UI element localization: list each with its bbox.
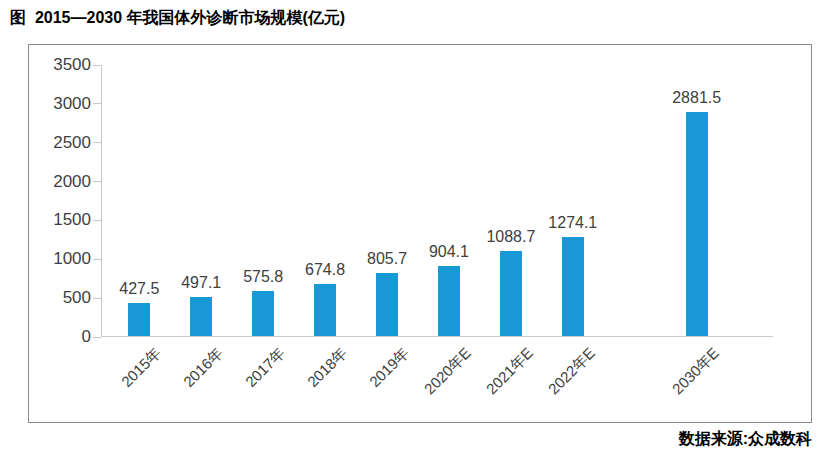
- y-axis-tick-label: 2000: [6, 172, 91, 192]
- bar: [376, 273, 398, 336]
- bar: [500, 251, 522, 336]
- y-axis-tick: [93, 220, 101, 221]
- plot-area: 0500100015002000250030003500427.52015年49…: [101, 65, 773, 337]
- bar: [686, 112, 708, 336]
- y-axis-tick-label: 1000: [6, 249, 91, 269]
- y-axis-tick-label: 3000: [6, 94, 91, 114]
- y-axis-tick-label: 500: [6, 288, 91, 308]
- y-axis-tick-label: 3500: [6, 55, 91, 75]
- bar-value-label: 2881.5: [652, 89, 742, 107]
- bar: [314, 284, 336, 336]
- y-axis-tick: [93, 142, 101, 143]
- bar-value-label: 1274.1: [528, 214, 618, 232]
- y-axis-tick-label: 1500: [6, 210, 91, 230]
- data-source: 数据来源:众成数科: [679, 429, 812, 450]
- chart-title: 图 2015—2030 年我国体外诊断市场规模(亿元): [10, 8, 345, 29]
- bar: [562, 237, 584, 336]
- chart-box: 0500100015002000250030003500427.52015年49…: [28, 44, 812, 423]
- y-axis-tick: [93, 259, 101, 260]
- bar: [128, 303, 150, 336]
- bar: [190, 297, 212, 336]
- y-axis-tick: [93, 181, 101, 182]
- figure: 图 2015—2030 年我国体外诊断市场规模(亿元) 050010001500…: [0, 0, 832, 462]
- y-axis-tick: [93, 337, 101, 338]
- y-axis-tick: [93, 103, 101, 104]
- y-axis-tick-label: 0: [6, 327, 91, 347]
- y-axis-tick: [93, 65, 101, 66]
- y-axis-tick-label: 2500: [6, 133, 91, 153]
- x-axis-label: 2030年E: [632, 344, 723, 435]
- bar: [252, 291, 274, 336]
- bar: [438, 266, 460, 336]
